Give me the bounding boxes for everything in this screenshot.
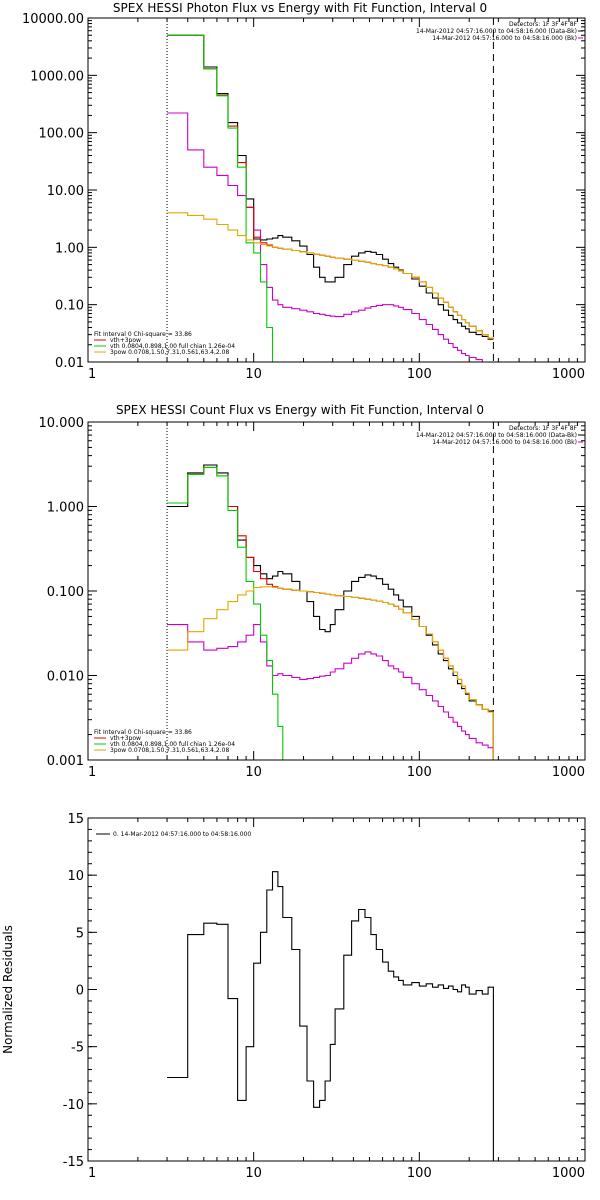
x-tick-label: 100 bbox=[407, 765, 432, 780]
y-axis-label: Normalized Residuals bbox=[1, 925, 15, 1054]
series-line bbox=[167, 34, 274, 362]
series-line bbox=[167, 624, 494, 760]
y-tick-label: 10000.00 bbox=[22, 12, 84, 27]
x-tick-label: 1 bbox=[88, 1166, 96, 1181]
y-tick-label: 1.00 bbox=[55, 241, 84, 256]
y-tick-label: 0.01 bbox=[55, 356, 84, 371]
series-line bbox=[167, 34, 494, 340]
y-tick-label: -15 bbox=[63, 1155, 84, 1170]
y-tick-label: 0.10 bbox=[55, 299, 84, 314]
y-tick-label: 0 bbox=[76, 984, 84, 999]
series-line bbox=[167, 112, 494, 362]
x-tick-label: 100 bbox=[407, 1166, 432, 1181]
y-tick-label: 0.001 bbox=[47, 754, 84, 769]
y-tick-label: 10.000 bbox=[39, 416, 85, 431]
series-line bbox=[167, 34, 494, 340]
y-tick-label: -5 bbox=[71, 1041, 84, 1056]
fit-legend-label: vth+3pow bbox=[110, 735, 141, 742]
x-tick-label: 1 bbox=[88, 765, 96, 780]
series-line bbox=[167, 212, 494, 340]
chart-title: SPEX HESSI Photon Flux vs Energy with Fi… bbox=[113, 1, 487, 15]
y-tick-label: 1.000 bbox=[47, 501, 84, 516]
x-tick-label: 1000 bbox=[552, 1166, 585, 1181]
y-tick-label: 1000.00 bbox=[30, 69, 84, 84]
y-tick-label: -10 bbox=[63, 1098, 84, 1113]
header-label: 14-Mar-2012 04:57:16.000 to 04:58:16.000… bbox=[432, 439, 577, 446]
plot-frame bbox=[87, 817, 586, 1162]
y-tick-label: 100.00 bbox=[39, 127, 85, 142]
header-label: 14-Mar-2012 04:57:16.000 to 04:58:16.000… bbox=[432, 35, 577, 42]
y-tick-label: 10.00 bbox=[47, 184, 84, 199]
y-tick-label: 15 bbox=[67, 812, 84, 827]
legend-label: 0. 14-Mar-2012 04:57:16.000 to 04:58:16.… bbox=[113, 831, 251, 838]
chart-title: SPEX HESSI Count Flux vs Energy with Fit… bbox=[116, 403, 484, 417]
x-tick-label: 10 bbox=[245, 1166, 262, 1181]
fit-legend-label: 3pow 0.0708,1.50,7.31,0.561,63.4,2.08 bbox=[110, 747, 229, 754]
plot-frame bbox=[87, 421, 586, 761]
fit-legend-label: vth 0.0804,0.898,1.00 full chian 1.26e-0… bbox=[110, 343, 235, 350]
series-line bbox=[167, 466, 284, 760]
y-tick-label: 0.100 bbox=[47, 585, 84, 600]
fit-legend-label: Fit Interval 0 Chi-square = 33.86 bbox=[94, 331, 192, 338]
x-tick-label: 10 bbox=[245, 367, 262, 382]
header-label: 14-Mar-2012 04:57:16.000 to 04:58:16.000… bbox=[416, 432, 577, 439]
x-tick-label: 100 bbox=[407, 367, 432, 382]
header-label: Detectors: 1F 3F 4F 8F bbox=[509, 21, 578, 28]
x-tick-label: 10 bbox=[245, 765, 262, 780]
fit-legend-label: Fit Interval 0 Chi-square = 33.86 bbox=[94, 729, 192, 736]
header-label: Detectors: 1F 3F 4F 8F bbox=[509, 425, 578, 432]
y-tick-label: 10 bbox=[67, 869, 84, 884]
series-line bbox=[167, 464, 494, 760]
series-line bbox=[167, 466, 494, 760]
header-label: 14-Mar-2012 04:57:16.000 to 04:58:16.000… bbox=[416, 28, 577, 35]
series-line bbox=[167, 586, 494, 760]
fit-legend-label: 3pow 0.0708,1.50,7.31,0.561,63.4,2.08 bbox=[110, 349, 229, 356]
fit-legend-label: vth+3pow bbox=[110, 337, 141, 344]
plot-frame bbox=[87, 17, 586, 363]
y-tick-label: 5 bbox=[76, 926, 84, 941]
series-line bbox=[167, 871, 494, 1161]
fit-legend-label: vth 0.0804,0.898,1.00 full chian 1.26e-0… bbox=[110, 741, 235, 748]
x-tick-label: 1 bbox=[88, 367, 96, 382]
y-tick-label: 0.010 bbox=[47, 670, 84, 685]
x-tick-label: 1000 bbox=[552, 367, 585, 382]
x-tick-label: 1000 bbox=[552, 765, 585, 780]
